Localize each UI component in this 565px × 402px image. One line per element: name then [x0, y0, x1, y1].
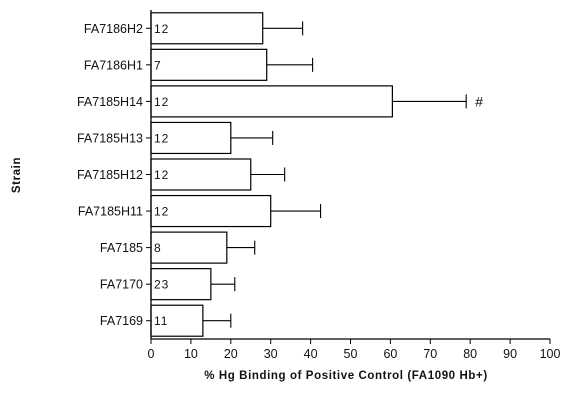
x-tick-label: 20	[224, 347, 238, 361]
significance-marker: #	[475, 93, 483, 109]
x-axis-title: % Hg Binding of Positive Control (FA1090…	[204, 370, 488, 382]
category-label: FA7185H11	[78, 205, 143, 219]
sample-size-label: 23	[154, 278, 169, 292]
sample-size-label: 12	[154, 168, 169, 182]
category-label: FA7185H14	[77, 95, 143, 109]
category-label: FA7185H13	[77, 131, 143, 145]
sample-size-label: 11	[154, 314, 168, 328]
y-axis: FA7186H2 FA7186H1 FA7185H14 FA7185H13 FA7185…	[77, 10, 152, 339]
category-label: FA7185H12	[77, 168, 143, 182]
plot-area: 12 7 12 12 12 12 8 23 11 #	[150, 12, 483, 337]
x-tick-label: 80	[463, 347, 477, 361]
x-tick-label: 0	[148, 347, 155, 361]
sample-size-label: 12	[154, 131, 169, 145]
x-tick-label: 60	[383, 347, 397, 361]
bar	[150, 48, 268, 81]
sample-size-label: 12	[154, 22, 169, 36]
category-label: FA7186H1	[84, 58, 143, 72]
x-tick-label: 30	[264, 347, 278, 361]
x-tick-label: 100	[540, 347, 561, 361]
category-label: FA7169	[100, 314, 143, 328]
x-axis: 0 10 20 30 40 50 60 70 80 90 100	[148, 338, 561, 361]
x-tick-label: 50	[344, 347, 358, 361]
x-tick-label: 70	[423, 347, 437, 361]
bar	[150, 231, 228, 264]
category-label: FA7185	[100, 241, 143, 255]
x-tick-label: 90	[503, 347, 517, 361]
sample-size-label: 8	[154, 241, 162, 255]
x-tick-label: 10	[184, 347, 198, 361]
sample-size-label: 7	[154, 58, 162, 72]
y-axis-title: Strain	[11, 157, 23, 193]
category-label: FA7170	[100, 278, 143, 292]
x-tick-label: 40	[304, 347, 318, 361]
category-label: FA7186H2	[84, 22, 143, 36]
sample-size-label: 12	[154, 95, 169, 109]
sample-size-label: 12	[154, 205, 169, 219]
bar	[150, 85, 393, 118]
